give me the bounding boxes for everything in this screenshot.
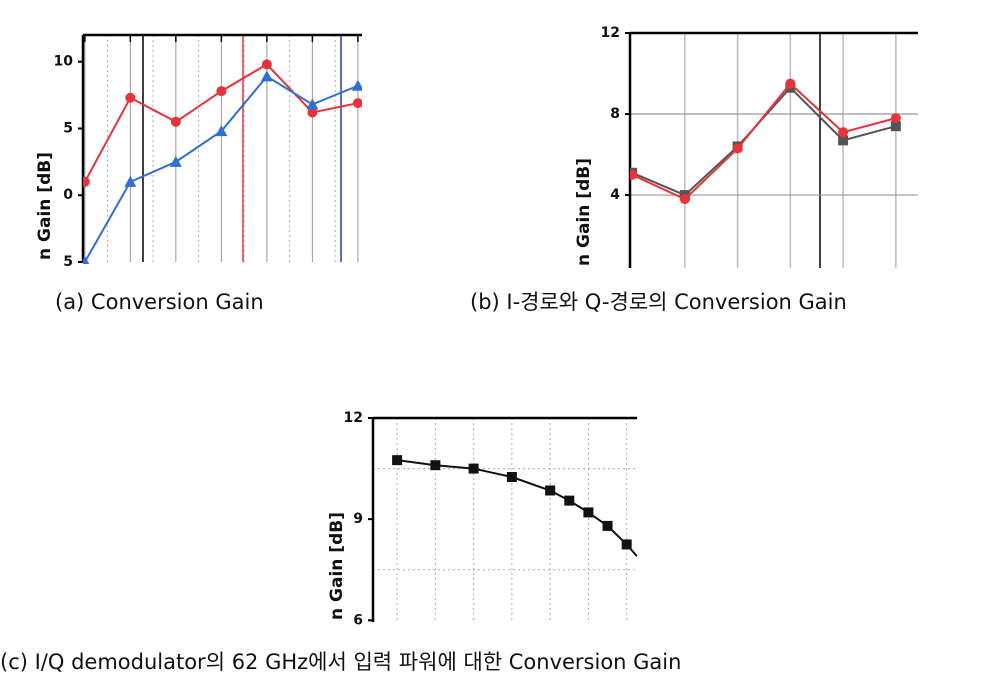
marker bbox=[838, 135, 849, 146]
series-line bbox=[631, 82, 897, 201]
marker bbox=[83, 176, 90, 187]
y-tick-label: 12 bbox=[344, 410, 363, 426]
marker bbox=[838, 127, 849, 138]
marker bbox=[83, 256, 90, 264]
y-axis-label: n Gain [dB] bbox=[35, 152, 55, 260]
marker bbox=[785, 78, 796, 89]
y-axis-label: n Gain [dB] bbox=[574, 158, 594, 266]
marker bbox=[351, 79, 362, 91]
marker bbox=[583, 507, 594, 518]
y-tick-label: 12 bbox=[601, 25, 620, 41]
marker bbox=[890, 113, 901, 124]
y-axis-label: n Gain [dB] bbox=[327, 512, 347, 620]
marker bbox=[468, 463, 479, 474]
y-tick-label: 4 bbox=[610, 187, 620, 203]
marker bbox=[564, 495, 575, 506]
marker bbox=[630, 169, 638, 180]
marker bbox=[307, 107, 318, 118]
marker bbox=[679, 194, 690, 205]
y-tick-label: 10 bbox=[54, 54, 74, 70]
y-tick-label: 0 bbox=[63, 187, 73, 203]
marker bbox=[621, 539, 632, 550]
y-tick-label: 9 bbox=[353, 511, 363, 527]
y-tick-label: 6 bbox=[353, 612, 363, 628]
plot-area bbox=[392, 455, 637, 557]
caption: (b) I-경로와 Q-경로의 Conversion Gain bbox=[470, 290, 847, 314]
series-line bbox=[396, 459, 637, 557]
marker bbox=[170, 116, 181, 127]
y-tick-label: 5 bbox=[63, 254, 73, 270]
marker bbox=[545, 485, 556, 496]
marker bbox=[124, 175, 137, 187]
caption: (a) Conversion Gain bbox=[55, 290, 264, 314]
marker bbox=[430, 460, 441, 471]
marker bbox=[602, 520, 613, 531]
y-tick-label: 5 bbox=[63, 120, 73, 136]
marker bbox=[306, 98, 319, 110]
marker bbox=[260, 70, 273, 82]
caption: (c) I/Q demodulator의 62 GHz에서 입력 파워에 대한 … bbox=[0, 650, 681, 674]
marker bbox=[890, 121, 901, 132]
marker bbox=[352, 98, 362, 109]
y-tick-label: 8 bbox=[610, 106, 620, 122]
plot-area bbox=[630, 78, 901, 205]
marker bbox=[506, 472, 517, 483]
marker bbox=[215, 125, 228, 137]
marker bbox=[392, 455, 403, 466]
marker bbox=[169, 155, 182, 167]
marker bbox=[732, 143, 743, 154]
marker bbox=[216, 86, 227, 97]
marker bbox=[261, 59, 272, 70]
marker bbox=[125, 92, 136, 103]
series-line bbox=[631, 86, 897, 197]
plot-area bbox=[83, 59, 362, 264]
